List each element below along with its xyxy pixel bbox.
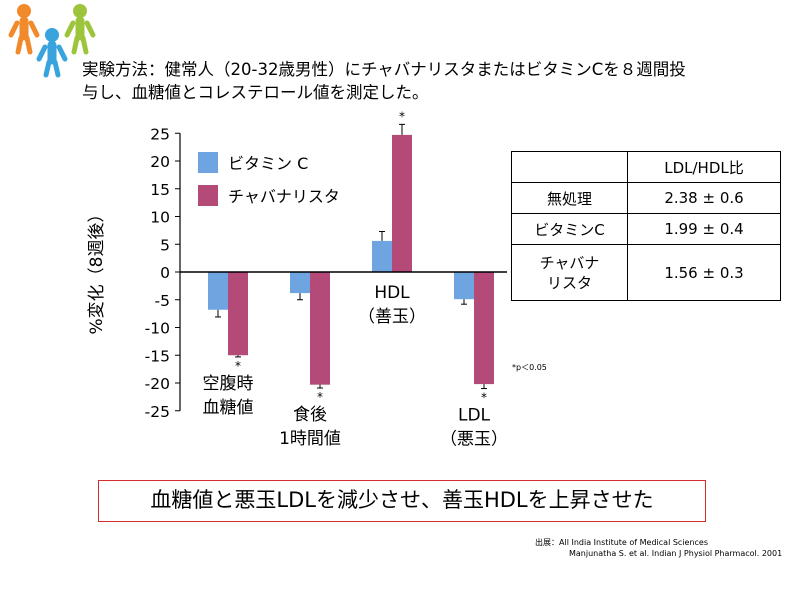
significance-marker: * xyxy=(235,359,241,373)
y-tick-label: 10 xyxy=(150,209,170,227)
row-value-vitamin-c: 1.99 ± 0.4 xyxy=(627,213,781,245)
significance-note: *p＜0.05 xyxy=(512,363,547,372)
y-tick-label: -15 xyxy=(145,347,170,365)
y-tick-label: 25 xyxy=(150,125,170,143)
row-label-chabana-line-1: チャバナ xyxy=(539,253,600,272)
row-value-chabana: 1.56 ± 0.3 xyxy=(627,244,781,301)
y-tick-label: 0 xyxy=(160,264,170,282)
category-label: （悪玉） xyxy=(440,430,508,450)
bar xyxy=(310,272,330,385)
table-row: ビタミンC 1.99 ± 0.4 xyxy=(511,213,781,245)
category-label: 食後 xyxy=(293,405,327,425)
bar xyxy=(474,272,494,385)
table-header-ratio: LDL/HDL比 xyxy=(627,151,781,183)
significance-marker: * xyxy=(481,391,487,405)
category-label: LDL xyxy=(458,406,491,426)
table-row: 無処理 2.38 ± 0.6 xyxy=(511,182,781,214)
y-tick-label: -25 xyxy=(145,403,170,421)
bar xyxy=(392,134,412,272)
bar xyxy=(228,272,248,356)
row-label-chabana: チャバナ リスタ xyxy=(511,244,628,301)
row-label-control: 無処理 xyxy=(511,182,628,214)
legend-label: ビタミン C xyxy=(228,154,308,173)
significance-marker: * xyxy=(317,390,323,404)
bar xyxy=(372,240,392,272)
legend-swatch xyxy=(198,185,218,206)
row-value-control: 2.38 ± 0.6 xyxy=(627,182,781,214)
category-label: 血糖値 xyxy=(203,398,254,418)
category-label: HDL xyxy=(374,283,410,303)
method-line-2: 与し、血糖値とコレステロール値を測定した。 xyxy=(82,83,429,102)
table-header-empty xyxy=(511,151,628,183)
y-tick-label: -10 xyxy=(145,320,170,338)
category-label: 空腹時 xyxy=(203,374,254,394)
y-tick-label: 20 xyxy=(150,153,170,171)
table-row: チャバナ リスタ 1.56 ± 0.3 xyxy=(511,244,781,301)
bar xyxy=(208,272,228,310)
y-tick-label: 15 xyxy=(150,181,170,199)
category-label: （善玉） xyxy=(358,307,426,327)
y-tick-label: 5 xyxy=(160,236,170,254)
row-label-vitamin-c: ビタミンC xyxy=(511,213,628,245)
conclusion-box: 血糖値と悪玉LDLを減少させ、善玉HDLを上昇させた xyxy=(98,480,706,522)
category-label: 1時間値 xyxy=(279,429,341,449)
ldl-hdl-ratio-table: LDL/HDL比 無処理 2.38 ± 0.6 ビタミンC 1.99 ± 0.4… xyxy=(511,151,781,301)
y-tick-label: -5 xyxy=(155,292,170,310)
legend-swatch xyxy=(198,152,218,173)
table-header-row: LDL/HDL比 xyxy=(511,151,781,183)
legend-label: チャバナリスタ xyxy=(228,187,340,206)
source-citation: 出展：All India Institute of Medical Scienc… xyxy=(535,537,782,559)
y-tick-label: -20 xyxy=(145,375,170,393)
bar xyxy=(290,272,310,294)
source-line-2: Manjunatha S. et al. Indian J Physiol Ph… xyxy=(569,549,783,558)
source-line-1: 出展：All India Institute of Medical Scienc… xyxy=(535,538,709,547)
bar xyxy=(454,272,474,300)
method-line-1: 実験方法：健常人（20-32歳男性）にチャバナリスタまたはビタミンCを８週間投 xyxy=(82,60,686,79)
significance-marker: * xyxy=(399,109,405,123)
people-logo-icon xyxy=(8,4,96,78)
row-label-chabana-line-2: リスタ xyxy=(546,273,592,292)
method-description: 実験方法：健常人（20-32歳男性）にチャバナリスタまたはビタミンCを８週間投 … xyxy=(82,58,782,104)
